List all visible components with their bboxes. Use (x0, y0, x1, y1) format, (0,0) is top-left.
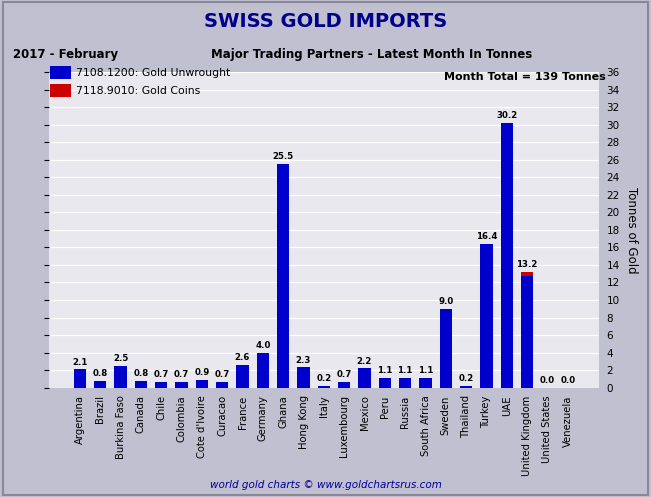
Text: 0.9: 0.9 (194, 368, 210, 377)
Text: 0.2: 0.2 (316, 374, 331, 383)
Text: 13.2: 13.2 (516, 260, 538, 269)
Text: 2.3: 2.3 (296, 356, 311, 365)
Text: 0.7: 0.7 (337, 370, 352, 379)
Bar (521, 272, 533, 276)
Text: 0.0: 0.0 (540, 376, 555, 385)
Text: 1.1: 1.1 (418, 366, 433, 375)
Text: 2.5: 2.5 (113, 354, 128, 363)
Bar (501, 123, 513, 388)
Bar (298, 367, 310, 388)
Bar (176, 382, 187, 388)
Bar (521, 276, 533, 388)
Bar (196, 380, 208, 388)
Bar (480, 244, 493, 388)
Text: 9.0: 9.0 (438, 297, 454, 306)
Text: 0.8: 0.8 (133, 369, 148, 378)
Bar (236, 365, 249, 388)
Bar (135, 381, 147, 388)
Bar (155, 382, 167, 388)
Text: 0.8: 0.8 (92, 369, 108, 378)
Text: 0.7: 0.7 (174, 370, 189, 379)
Text: 0.7: 0.7 (215, 370, 230, 379)
Text: 2017 - February: 2017 - February (13, 48, 118, 61)
Bar (115, 366, 127, 388)
Text: 7108.1200: Gold Unwrought: 7108.1200: Gold Unwrought (76, 69, 230, 79)
Text: 2.6: 2.6 (235, 353, 250, 362)
Y-axis label: Tonnes of Gold: Tonnes of Gold (626, 186, 639, 273)
Text: 4.0: 4.0 (255, 341, 271, 350)
Text: 16.4: 16.4 (476, 232, 497, 241)
Bar (94, 381, 106, 388)
Bar (318, 386, 330, 388)
Text: 1.1: 1.1 (398, 366, 413, 375)
Bar (277, 164, 289, 388)
Text: 2.1: 2.1 (72, 358, 88, 367)
Text: 7118.9010: Gold Coins: 7118.9010: Gold Coins (76, 86, 201, 96)
Bar (256, 352, 269, 388)
Bar (359, 368, 370, 388)
Text: Month Total = 139 Tonnes: Month Total = 139 Tonnes (444, 72, 605, 82)
Bar (216, 382, 229, 388)
Bar (338, 382, 350, 388)
Text: 1.1: 1.1 (377, 366, 393, 375)
Bar (379, 378, 391, 388)
Text: 25.5: 25.5 (273, 153, 294, 162)
Text: 0.0: 0.0 (561, 376, 575, 385)
Bar (399, 378, 411, 388)
Bar (419, 378, 432, 388)
Bar (74, 369, 86, 388)
Bar (50, 66, 71, 79)
Text: Major Trading Partners - Latest Month In Tonnes: Major Trading Partners - Latest Month In… (211, 48, 532, 61)
Text: 0.2: 0.2 (458, 374, 474, 383)
Bar (460, 386, 472, 388)
Bar (50, 84, 71, 97)
Bar (439, 309, 452, 388)
Text: 0.7: 0.7 (154, 370, 169, 379)
Text: SWISS GOLD IMPORTS: SWISS GOLD IMPORTS (204, 11, 447, 31)
Text: world gold charts © www.goldchartsrus.com: world gold charts © www.goldchartsrus.co… (210, 480, 441, 490)
Text: 2.2: 2.2 (357, 357, 372, 366)
Text: 30.2: 30.2 (496, 111, 518, 120)
